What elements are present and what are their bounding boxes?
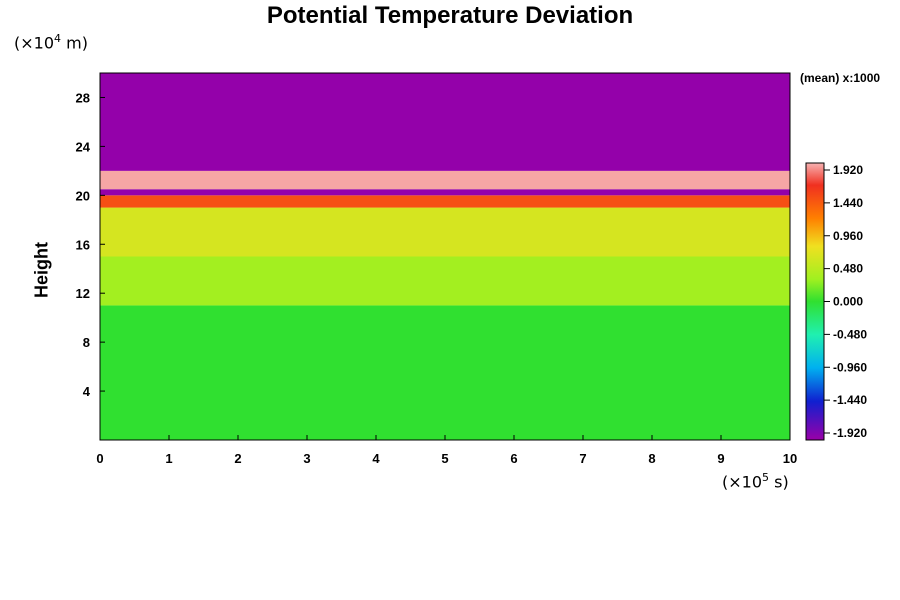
x-tick-label: 4 bbox=[372, 451, 380, 466]
x-tick-label: 0 bbox=[96, 451, 103, 466]
x-tick-label: 6 bbox=[510, 451, 517, 466]
field-layer-6 bbox=[100, 73, 790, 171]
y-tick-label: 16 bbox=[76, 237, 90, 252]
y-tick-label: 8 bbox=[83, 335, 90, 350]
colorbar-tick-label: 1.440 bbox=[833, 196, 863, 210]
x-tick-label: 1 bbox=[165, 451, 172, 466]
field-layer-0 bbox=[100, 305, 790, 440]
chart-title: Potential Temperature Deviation bbox=[266, 2, 634, 29]
colorbar-ticks: 1.920 1.440 0.960 0.480 0.000 -0.480 -0.960 -1.… bbox=[824, 163, 867, 440]
colorbar-tick-label: 0.000 bbox=[833, 295, 863, 309]
y-axis-ticks: 4 8 12 16 20 24 28 bbox=[76, 90, 105, 399]
contour-field bbox=[100, 73, 790, 440]
x-axis-ticks: 0 1 2 3 4 5 6 7 8 9 10 bbox=[96, 435, 797, 466]
colorbar-tick-label: -0.960 bbox=[833, 360, 867, 374]
colorbar-tick-label: 0.960 bbox=[833, 229, 863, 243]
y-axis-unit: (×104 m) bbox=[14, 32, 88, 53]
x-tick-label: 3 bbox=[303, 451, 310, 466]
colorbar-tick-label: 1.920 bbox=[833, 163, 863, 177]
x-tick-label: 9 bbox=[717, 451, 724, 466]
y-tick-label: 20 bbox=[76, 188, 90, 203]
colorbar-tick-label: -0.480 bbox=[833, 327, 867, 341]
x-tick-label: 5 bbox=[441, 451, 448, 466]
mean-annotation: (mean) x:1000 bbox=[800, 71, 881, 85]
colorbar-tick-label: -1.920 bbox=[833, 426, 867, 440]
y-tick-label: 28 bbox=[76, 90, 90, 105]
field-layer-2 bbox=[100, 207, 790, 257]
y-tick-label: 24 bbox=[76, 139, 91, 154]
field-layer-5 bbox=[100, 170, 790, 190]
x-axis-unit: (×105 s) bbox=[722, 471, 789, 492]
colorbar-tick-label: -1.440 bbox=[833, 393, 867, 407]
colorbar-tick-label: 0.480 bbox=[833, 262, 863, 276]
field-layer-1 bbox=[100, 256, 790, 306]
x-tick-label: 10 bbox=[783, 451, 797, 466]
colorbar: 1.920 1.440 0.960 0.480 0.000 -0.480 -0.960 -1.… bbox=[805, 162, 867, 441]
x-tick-label: 2 bbox=[234, 451, 241, 466]
x-tick-label: 7 bbox=[579, 451, 586, 466]
y-tick-label: 4 bbox=[83, 384, 91, 399]
colorbar-gradient bbox=[805, 162, 825, 441]
y-tick-label: 12 bbox=[76, 286, 90, 301]
field-layer-3 bbox=[100, 195, 790, 208]
field-layer-4 bbox=[100, 189, 790, 196]
x-tick-label: 8 bbox=[648, 451, 655, 466]
